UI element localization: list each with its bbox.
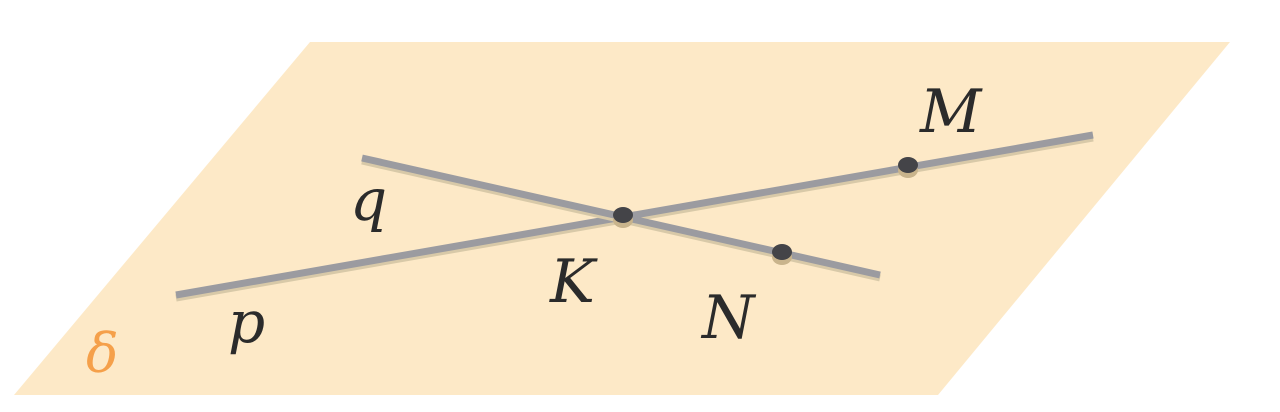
line-p-label: p: [228, 288, 265, 356]
point-m: [898, 157, 918, 173]
line-p: [175, 131, 1094, 299]
point-k: [613, 207, 633, 223]
plane-delta-label: δ: [86, 322, 119, 385]
point-n-label: N: [700, 283, 757, 353]
line-q-label: q: [350, 166, 387, 234]
point-m-label: M: [919, 77, 983, 147]
point-k-label: K: [549, 247, 598, 317]
point-n: [772, 244, 792, 260]
